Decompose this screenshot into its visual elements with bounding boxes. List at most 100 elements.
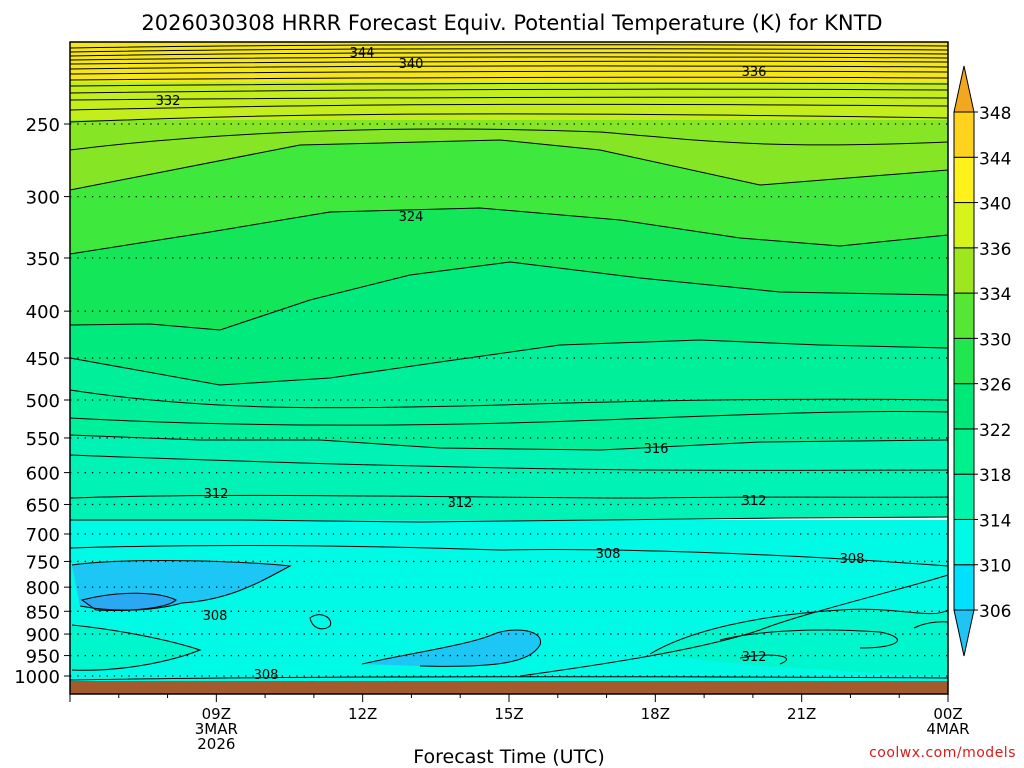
x-tick-label: 2026 <box>197 735 235 753</box>
colorbar-segment <box>953 337 975 385</box>
contour-line <box>649 608 949 655</box>
contour-band <box>70 42 948 82</box>
contour-band <box>82 593 176 611</box>
contour-line <box>69 44 949 49</box>
x-tick-label: 15Z <box>494 705 523 723</box>
y-tick-label: 700 <box>26 525 60 546</box>
colorbar-segment <box>953 473 975 520</box>
contour-line <box>80 592 177 611</box>
colorbar-segment <box>953 383 975 430</box>
y-tick-label: 300 <box>26 188 60 209</box>
contour-line <box>69 56 949 61</box>
contour-line <box>69 494 949 499</box>
contour-line <box>519 574 949 677</box>
x-tick-label: 00Z <box>933 705 962 723</box>
contour-label: 336 <box>742 65 767 80</box>
contour-line <box>69 434 949 451</box>
contour-fill-layer <box>70 42 948 694</box>
contour-line <box>71 624 202 671</box>
contour-label: 332 <box>156 94 181 109</box>
colorbar-extend-low <box>953 609 975 657</box>
contour-label: 324 <box>399 210 424 225</box>
contour-band <box>914 621 948 647</box>
contour-label: 344 <box>350 46 375 61</box>
contour-label: 340 <box>399 57 424 72</box>
colorbar-label: 336 <box>979 240 1011 260</box>
contour-label-layer: 344 340 336 332 324 316 312 312 312 308 308 308 308 3… <box>156 46 865 683</box>
contour-band <box>650 609 948 676</box>
x-tick-label: 18Z <box>641 705 670 723</box>
contour-line <box>69 96 949 101</box>
x-tick-label: 12Z <box>348 705 377 723</box>
x-tick-label: 09Z <box>202 705 231 723</box>
colorbar: 306 310 314 318 322 326 330 334 336 340 344 348 <box>953 65 1011 657</box>
colorbar-label: 344 <box>979 149 1011 169</box>
contour-line <box>70 516 949 523</box>
contour-band <box>70 340 948 450</box>
contour-band <box>70 262 948 385</box>
ground-bar <box>70 681 948 694</box>
y-tick-label: 450 <box>26 349 60 370</box>
x-axis-label: Forecast Time (UTC) <box>413 746 604 768</box>
colorbar-label: 340 <box>979 195 1011 215</box>
y-tick-label: 900 <box>26 625 60 646</box>
contour-line <box>69 389 949 409</box>
chart-title: 2026030308 HRRR Forecast Equiv. Potentia… <box>141 11 882 35</box>
y-tick-label: 800 <box>26 578 60 599</box>
credit-text[interactable]: coolwx.com/models <box>869 745 1016 761</box>
contour-line <box>69 113 949 123</box>
colorbar-label: 310 <box>979 557 1011 577</box>
contour-line <box>69 454 949 471</box>
contour-line <box>69 88 949 94</box>
contour-band <box>70 82 948 120</box>
contour-label: 312 <box>204 487 229 502</box>
colorbar-label: 348 <box>979 104 1011 124</box>
y-tick-label: 750 <box>26 552 60 573</box>
colorbar-segment <box>953 428 975 475</box>
colorbar-label: 322 <box>979 421 1011 441</box>
contour-label: 316 <box>644 442 669 457</box>
y-tick-label: 850 <box>26 602 60 623</box>
contour-line-layer <box>69 44 949 681</box>
x-tick-label: 4MAR <box>926 720 969 738</box>
colorbar-label: 306 <box>979 602 1011 622</box>
contour-label: 312 <box>742 494 767 509</box>
contour-line <box>69 261 949 331</box>
contour-line <box>309 614 332 630</box>
colorbar-segment <box>953 202 975 249</box>
colorbar-segment <box>953 156 975 204</box>
contour-line <box>69 103 949 111</box>
contour-line <box>69 70 949 75</box>
y-tick-label: 400 <box>26 302 60 323</box>
y-tick-label: 250 <box>26 115 60 136</box>
contour-line <box>69 65 949 70</box>
contour-line <box>69 60 949 65</box>
contour-line <box>361 629 541 667</box>
contour-label: 312 <box>742 650 767 665</box>
contour-label: 312 <box>448 496 473 511</box>
contour-line <box>69 139 949 191</box>
contour-label: 308 <box>203 609 228 624</box>
contour-label: 308 <box>596 547 621 562</box>
contour-band <box>70 120 948 190</box>
contour-line <box>69 52 949 57</box>
contour-line <box>69 207 949 255</box>
colorbar-segment <box>953 111 975 158</box>
colorbar-label: 318 <box>979 466 1011 486</box>
contour-label: 308 <box>840 552 865 567</box>
contour-band <box>70 208 948 330</box>
contour-line <box>69 339 949 386</box>
colorbar-segment <box>953 518 975 566</box>
colorbar-segment <box>953 247 975 294</box>
y-tick-label: 950 <box>26 647 60 668</box>
contour-band <box>72 625 200 671</box>
x-tick-label: 3MAR <box>195 720 238 738</box>
y-tick-label: 550 <box>26 429 60 450</box>
pressure-gridlines <box>70 123 948 677</box>
colorbar-label: 330 <box>979 330 1011 350</box>
contour-line <box>69 676 949 681</box>
colorbar-segment <box>953 564 975 611</box>
y-tick-label: 650 <box>26 495 60 516</box>
